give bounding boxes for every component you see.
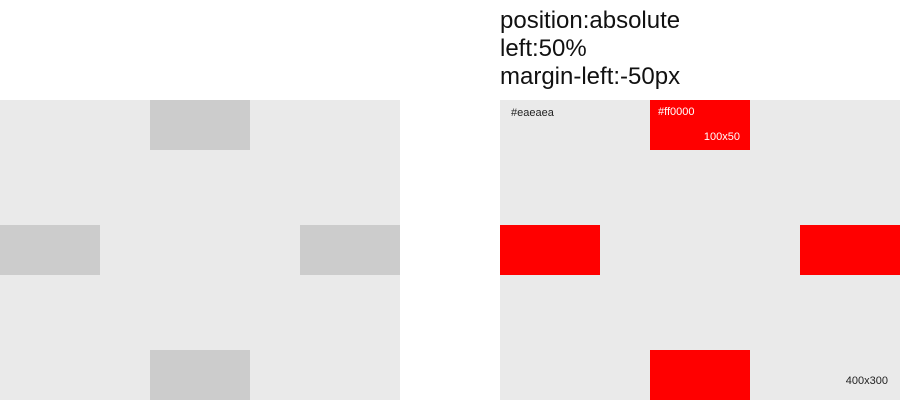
block-size-label: 100x50 [703, 131, 740, 143]
placeholder-block-top [150, 100, 250, 150]
caption-line-left: left:50% [500, 35, 587, 62]
red-block-top: #ff0000 100x50 [650, 100, 750, 150]
placeholder-block-left [0, 225, 100, 275]
red-block-right [800, 225, 900, 275]
placeholder-block-bottom [150, 350, 250, 400]
caption-line-position: position:absolute [500, 7, 681, 34]
red-block-left [500, 225, 600, 275]
before-panel [0, 100, 400, 400]
css-caption: position:absolute left:50% margin-left:-… [500, 7, 680, 91]
background-color-label: #eaeaea [511, 107, 554, 119]
red-block-bottom [650, 350, 750, 400]
panel-size-label: 400x300 [845, 375, 888, 387]
placeholder-block-right [300, 225, 400, 275]
after-panel: #eaeaea #ff0000 100x50 400x300 [500, 100, 900, 400]
block-color-label: #ff0000 [658, 106, 695, 118]
caption-line-margin-left: margin-left:-50px [500, 63, 681, 90]
